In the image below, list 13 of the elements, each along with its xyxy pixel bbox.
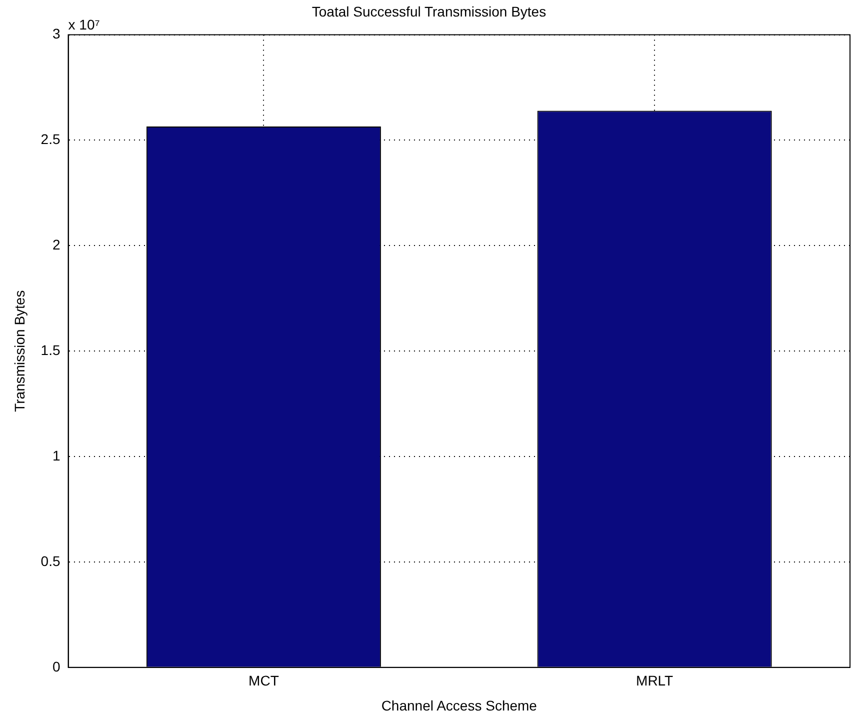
x-tick-label: MCT — [248, 672, 280, 689]
y-tick-label: 1 — [52, 447, 60, 464]
x-axis-title: Channel Access Scheme — [381, 697, 538, 714]
y-axis-title: Transmission Bytes — [11, 290, 28, 412]
y-tick-label: 3 — [52, 26, 60, 42]
y-tick-label: 0 — [52, 658, 60, 674]
y-tick-label: 1.5 — [40, 342, 60, 358]
text: x 10⁷ — [68, 16, 100, 33]
y-tick-label: 2 — [52, 236, 60, 253]
x-tick-label: MRLT — [636, 672, 674, 689]
y-tick-label: 0.5 — [40, 552, 60, 569]
chart-title: Toatal Successful Transmission Bytes — [312, 3, 546, 20]
y-tick-label: 2.5 — [40, 131, 60, 148]
